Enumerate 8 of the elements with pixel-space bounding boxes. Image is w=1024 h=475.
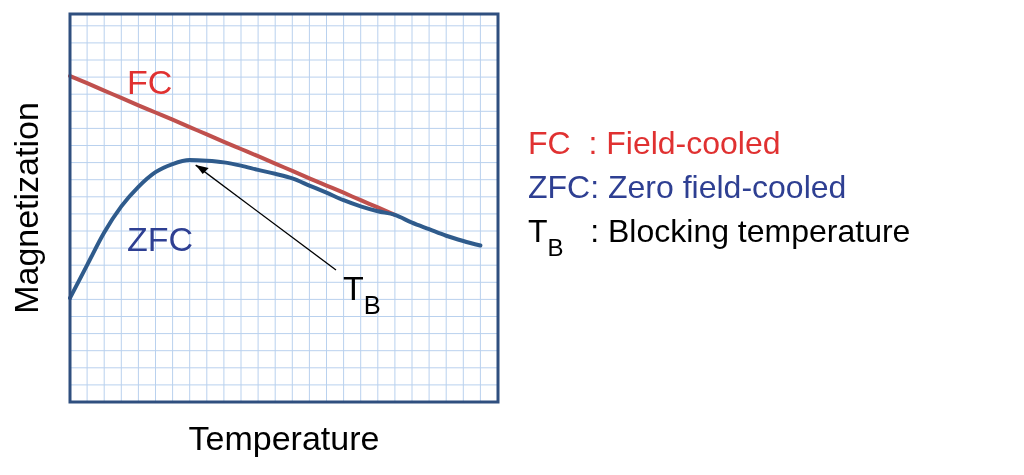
annotation: T$_{B}$ [343, 269, 381, 319]
series-label: FC [127, 63, 173, 101]
series-label: ZFC [127, 220, 194, 258]
text: ZFC: Zero field-cooled [528, 169, 847, 205]
x-axis-title: Temperature [188, 419, 380, 457]
text: T$_{B}$ : Blocking temperature [528, 213, 911, 261]
y-axis-title: Magnetization [7, 102, 45, 314]
text: FC : Field-cooled [528, 125, 781, 161]
